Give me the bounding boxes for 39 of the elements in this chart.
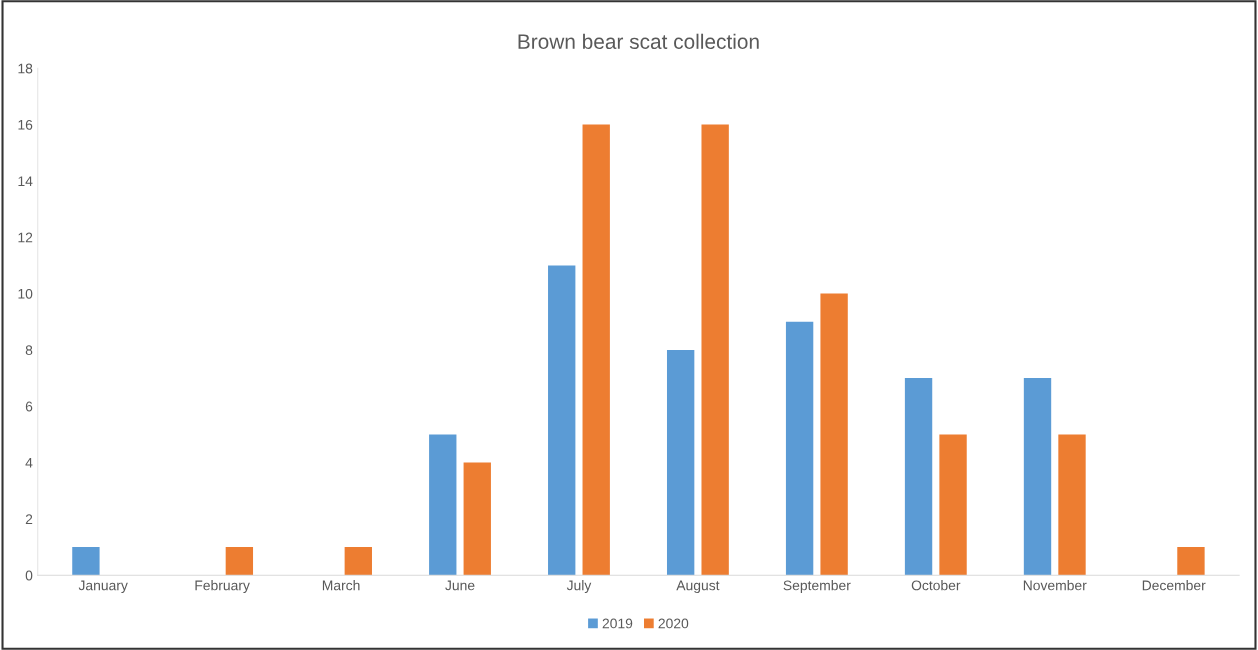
bar [1177,547,1205,576]
bar [1058,434,1086,576]
bar [344,547,372,576]
legend-label: 2019 [602,618,633,629]
x-tick-label: February [195,580,250,594]
bar [429,434,457,576]
y-tick-label: 2 [25,514,33,524]
bar [939,434,967,576]
y-tick-label: 16 [18,119,33,130]
bar [904,378,933,576]
bar [666,349,695,576]
bar [701,124,729,576]
y-tick-label: 10 [18,288,33,299]
x-tick-label: March [322,580,360,591]
y-tick-label: 4 [25,458,33,468]
y-tick-label: 14 [18,176,33,186]
bar [463,462,491,576]
y-tick-label: 8 [25,345,33,356]
x-tick-label: August [676,580,720,594]
y-tick-label: 6 [25,401,33,412]
chart-title: Brown bear scat collection [518,33,759,50]
x-tick-label: September [783,580,851,594]
bar [1023,378,1052,576]
x-tick-label: June [445,580,475,591]
bar [72,547,100,576]
bar [548,265,576,576]
legend-label: 2020 [658,618,689,629]
x-tick-label: July [566,580,592,594]
bar [820,293,848,576]
x-tick-label: December [1142,580,1206,591]
x-tick-label: October [911,580,961,591]
y-tick-label: 18 [18,63,33,74]
x-tick-label: November [1023,580,1087,591]
x-tick-label: January [78,580,128,594]
y-tick-label: 12 [18,232,33,243]
bar [785,321,814,576]
bar [582,124,610,576]
bar [225,547,254,576]
y-tick-label: 0 [25,570,33,581]
